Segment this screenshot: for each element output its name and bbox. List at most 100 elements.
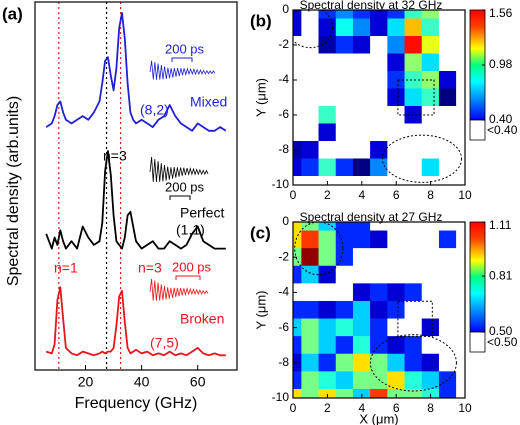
colorbar-tick-label: 1.56 <box>489 6 513 20</box>
heatmap-cell <box>404 336 423 355</box>
heatmap-cell <box>352 300 371 320</box>
colorbar-tick-label: 1.11 <box>489 218 512 232</box>
annotation: n=3 <box>138 260 162 276</box>
heatmap-cell <box>438 123 457 142</box>
heatmap-cell <box>301 53 320 72</box>
heatmap-cell <box>370 36 388 54</box>
heatmap-cell <box>301 283 320 302</box>
y-tick-label: -6 <box>278 107 289 121</box>
colorbar-below-label: <0.40 <box>487 123 518 137</box>
heatmap-cell <box>335 141 354 159</box>
heatmap-cell <box>438 371 457 390</box>
x-tick-label: 8 <box>427 401 434 415</box>
heatmap-cell <box>404 53 423 72</box>
heatmap-cell <box>318 158 337 177</box>
heatmap-cell <box>404 158 423 177</box>
x-tick-label: 2 <box>324 401 331 415</box>
heatmap-cell <box>421 248 440 267</box>
heatmap-cell <box>421 123 440 142</box>
heatmap-cell <box>352 71 371 89</box>
heatmap-cell <box>352 141 371 159</box>
heatmap-cell <box>335 88 354 107</box>
annotation: 200 ps <box>165 179 205 194</box>
x-tick-label: 40 <box>134 374 150 390</box>
heatmap-cell <box>301 18 320 37</box>
x-tick-label: 6 <box>393 401 400 415</box>
heatmap-cell <box>301 265 320 284</box>
heatmap-cell <box>335 18 354 37</box>
heatmap-cell <box>438 353 457 372</box>
heatmap-cell <box>370 18 388 37</box>
panel-label: (a) <box>2 4 23 23</box>
heatmap-cell <box>438 230 457 249</box>
y-tick-label: -4 <box>278 72 289 86</box>
heatmap-cell <box>387 36 406 54</box>
heatmap-cell <box>301 248 320 267</box>
x-tick-label: 4 <box>358 188 365 202</box>
colorbar-below <box>469 119 486 141</box>
heatmap-cell <box>387 353 406 372</box>
heatmap-cell <box>438 88 457 107</box>
heatmap-cell <box>387 123 406 142</box>
heatmap-cell <box>421 388 440 398</box>
heatmap-cell <box>404 248 423 267</box>
heatmap-cell <box>370 248 388 267</box>
heatmap-cell <box>387 300 406 320</box>
heatmap-cell <box>370 53 388 72</box>
heatmap-cell <box>318 106 337 124</box>
heatmap-cell <box>438 388 457 398</box>
heatmap-cell <box>370 106 388 124</box>
heatmap-cell <box>387 53 406 72</box>
scale-bar <box>171 57 193 62</box>
heatmap-cell <box>438 318 457 337</box>
heatmap-cell <box>387 88 406 107</box>
heatmap-cell <box>352 176 371 185</box>
heatmap-cell <box>387 388 406 398</box>
heatmap-cell <box>318 283 337 302</box>
heatmap-cell <box>301 353 320 372</box>
heatmap-cell <box>352 371 371 390</box>
heatmap-cell <box>404 88 423 107</box>
y-tick-label: 0 <box>282 2 289 16</box>
chart-title: Spectral density at 32 GHz <box>300 0 443 12</box>
plot-frame <box>292 221 466 399</box>
heatmap-cell <box>404 283 423 302</box>
heatmap-cell <box>301 176 320 185</box>
heatmap-cell <box>438 176 457 185</box>
heatmap-cell <box>438 53 457 72</box>
curve-label: Broken <box>180 311 224 327</box>
annotation: (8,2) <box>140 102 169 118</box>
heatmap-cell <box>370 353 388 372</box>
heatmap-cell <box>318 353 337 372</box>
y-tick-label: -2 <box>278 37 289 51</box>
y-tick-label: -8 <box>278 355 289 369</box>
heatmap-cell <box>438 248 457 267</box>
heatmap-cell <box>421 18 440 37</box>
colorbar-below-label: <0.50 <box>487 335 518 349</box>
heatmap-cell <box>421 318 440 337</box>
heatmap-cell <box>318 336 337 355</box>
heatmap-cell <box>352 106 371 124</box>
heatmap-cell <box>404 388 423 398</box>
heatmap-cell <box>301 318 320 337</box>
heatmap-cell <box>318 388 337 398</box>
heatmap-cell <box>352 265 371 284</box>
y-axis-label: Y (μm) <box>253 78 268 117</box>
heatmap-cell <box>404 123 423 142</box>
heatmap-cell <box>293 222 302 232</box>
heatmap-cell <box>404 18 423 37</box>
heatmap-cell <box>301 336 320 355</box>
heatmap-cell <box>335 248 354 267</box>
heatmap-cell <box>438 158 457 177</box>
plot-frame <box>34 1 238 371</box>
heatmap-cells <box>293 222 465 398</box>
heatmap-cell <box>352 230 371 249</box>
heatmap-cell <box>335 388 354 398</box>
heatmap-cell <box>335 265 354 284</box>
annotation: (7,5) <box>150 335 179 351</box>
annotation: n=1 <box>54 260 78 276</box>
colorbar-tick-label: 0.81 <box>489 268 513 282</box>
heatmap-cell <box>421 176 440 185</box>
